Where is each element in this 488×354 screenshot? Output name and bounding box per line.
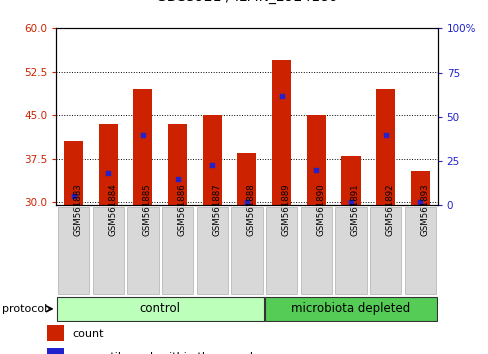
Bar <box>404 207 435 294</box>
Text: GSM561883: GSM561883 <box>73 183 82 236</box>
Bar <box>410 171 429 205</box>
Text: control: control <box>140 302 181 315</box>
Bar <box>58 207 89 294</box>
Bar <box>237 153 256 205</box>
Point <box>139 132 146 137</box>
Bar <box>127 207 158 294</box>
Bar <box>92 207 123 294</box>
Text: GSM561892: GSM561892 <box>385 183 394 236</box>
Text: GSM561884: GSM561884 <box>108 183 117 236</box>
Point <box>416 199 424 205</box>
Bar <box>99 124 118 205</box>
Bar <box>47 325 64 342</box>
Point <box>381 132 389 137</box>
Text: protocol: protocol <box>2 304 48 314</box>
Bar <box>341 156 360 205</box>
Bar <box>375 89 394 205</box>
Text: GDS3921 / ILMN_2924180: GDS3921 / ILMN_2924180 <box>156 0 337 4</box>
Bar <box>133 89 152 205</box>
Bar <box>335 207 366 294</box>
Text: GSM561887: GSM561887 <box>212 183 221 236</box>
Bar <box>300 207 331 294</box>
Text: GSM561889: GSM561889 <box>281 183 290 236</box>
Point <box>104 171 112 176</box>
Text: GSM561890: GSM561890 <box>316 183 325 236</box>
Text: count: count <box>72 329 103 339</box>
Bar <box>47 348 64 354</box>
Text: GSM561885: GSM561885 <box>142 183 152 236</box>
Bar <box>306 115 325 205</box>
Bar <box>162 207 193 294</box>
Text: GSM561886: GSM561886 <box>177 183 186 236</box>
Bar <box>168 124 187 205</box>
Point <box>243 199 250 205</box>
Bar <box>203 115 222 205</box>
Text: GSM561893: GSM561893 <box>420 183 428 236</box>
Point <box>173 176 181 182</box>
Text: percentile rank within the sample: percentile rank within the sample <box>72 352 260 354</box>
Bar <box>369 207 401 294</box>
Point <box>208 162 216 167</box>
Text: GSM561888: GSM561888 <box>246 183 255 236</box>
Bar <box>64 142 83 205</box>
Point <box>277 93 285 98</box>
Bar <box>57 297 264 321</box>
Point <box>69 194 77 199</box>
Bar <box>271 60 290 205</box>
Bar <box>231 207 262 294</box>
Bar <box>265 207 297 294</box>
Point <box>346 199 354 205</box>
Text: microbiota depleted: microbiota depleted <box>291 302 410 315</box>
Point <box>312 167 320 173</box>
Bar <box>196 207 227 294</box>
Text: GSM561891: GSM561891 <box>350 183 359 236</box>
Bar <box>264 297 436 321</box>
